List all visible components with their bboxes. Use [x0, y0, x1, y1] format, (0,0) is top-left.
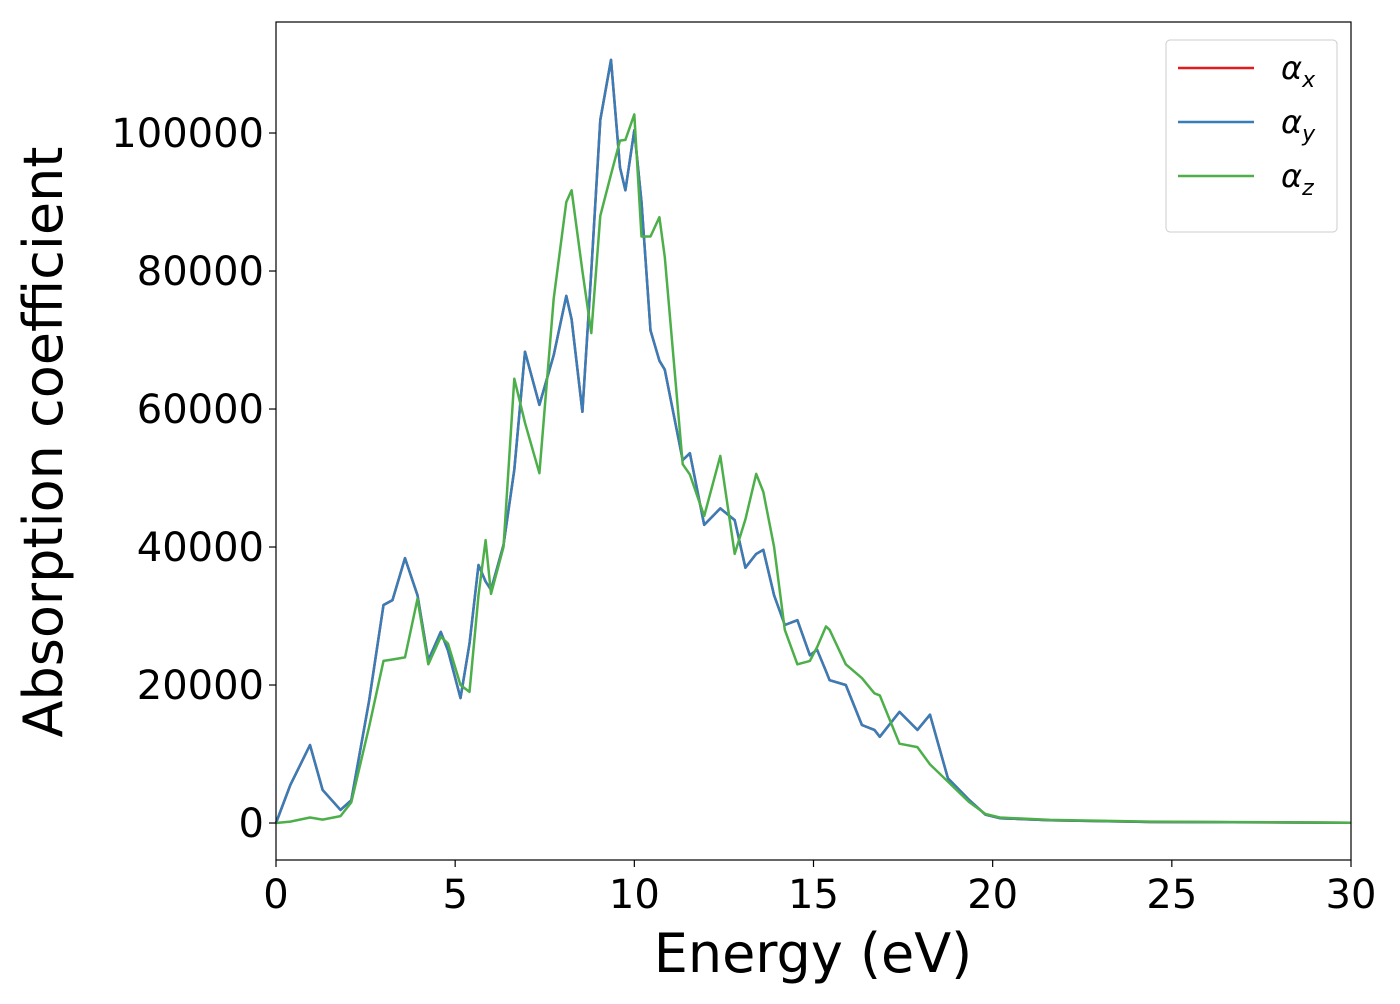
x-tick-label: 30: [1326, 872, 1377, 918]
y-tick-label: 40000: [137, 525, 264, 571]
x-tick-label: 25: [1146, 872, 1197, 918]
y-tick-label: 100000: [111, 111, 264, 157]
x-axis-label: Energy (eV): [654, 922, 973, 985]
x-tick-label: 15: [788, 872, 839, 918]
x-tick-label: 5: [442, 872, 467, 918]
y-tick-label: 0: [239, 801, 264, 847]
y-tick-label: 60000: [137, 387, 264, 433]
x-tick-label: 10: [609, 872, 660, 918]
y-axis-label: Absorption coefficient: [12, 147, 75, 738]
y-tick-label: 20000: [137, 663, 264, 709]
legend-label: αy: [1281, 103, 1316, 147]
legend-label: αz: [1281, 157, 1314, 201]
legend-box: [1165, 39, 1338, 233]
plot-frame: [275, 21, 1352, 861]
x-tick-label: 20: [967, 872, 1018, 918]
x-tick-label: 0: [263, 872, 288, 918]
y-tick-label: 80000: [137, 249, 264, 295]
legend-label: αx: [1281, 49, 1316, 93]
series-line: [275, 113, 1352, 825]
